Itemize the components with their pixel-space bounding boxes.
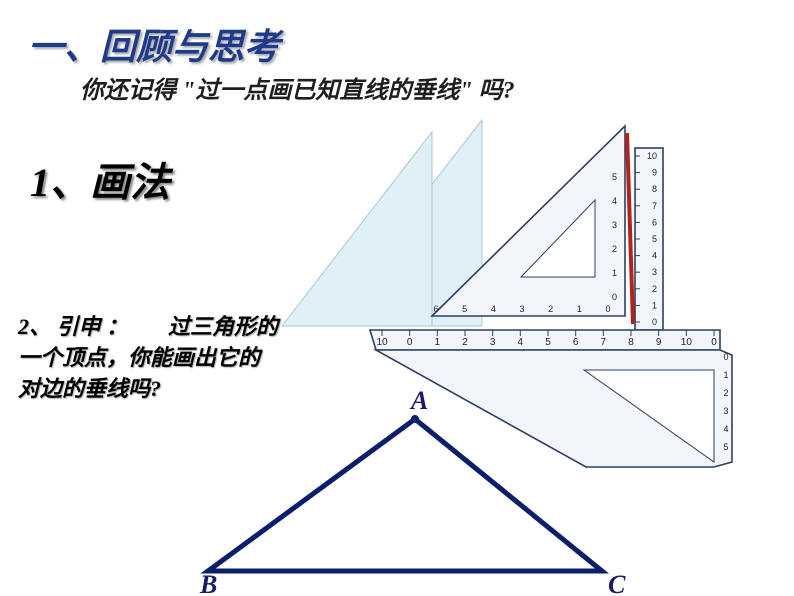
svg-text:2: 2 <box>548 304 553 314</box>
vertex-b-label: B <box>199 570 217 596</box>
svg-text:1: 1 <box>435 337 441 348</box>
vertical-ruler: 109876543210 <box>635 148 663 330</box>
svg-text:1: 1 <box>577 304 582 314</box>
svg-text:4: 4 <box>518 337 524 348</box>
svg-text:5: 5 <box>462 304 467 314</box>
svg-text:1: 1 <box>652 300 657 310</box>
svg-text:0: 0 <box>652 317 657 327</box>
svg-text:10: 10 <box>376 337 388 348</box>
svg-text:3: 3 <box>612 220 617 230</box>
svg-text:9: 9 <box>656 337 662 348</box>
svg-text:5: 5 <box>723 442 728 452</box>
svg-text:1: 1 <box>723 370 728 380</box>
svg-text:9: 9 <box>652 168 657 178</box>
svg-text:2: 2 <box>462 337 468 348</box>
diagram-stage: 6543210 012345 109876543210 100123456789… <box>0 0 794 596</box>
svg-text:0: 0 <box>612 292 617 302</box>
svg-text:2: 2 <box>612 244 617 254</box>
svg-text:4: 4 <box>723 424 728 434</box>
vertex-a-dot <box>411 415 419 423</box>
svg-text:8: 8 <box>628 337 634 348</box>
svg-text:3: 3 <box>723 406 728 416</box>
svg-text:0: 0 <box>723 352 728 362</box>
svg-text:8: 8 <box>652 184 657 194</box>
svg-text:4: 4 <box>612 196 617 206</box>
setsquare-ghost-2 <box>282 132 432 326</box>
svg-text:5: 5 <box>652 234 657 244</box>
svg-text:10: 10 <box>681 337 693 348</box>
svg-text:0: 0 <box>407 337 413 348</box>
svg-text:4: 4 <box>652 251 657 261</box>
svg-text:0: 0 <box>605 304 610 314</box>
svg-text:3: 3 <box>519 304 524 314</box>
vertex-c-label: C <box>608 570 626 596</box>
svg-text:0: 0 <box>711 337 717 348</box>
svg-text:10: 10 <box>647 151 657 161</box>
svg-text:1: 1 <box>612 268 617 278</box>
svg-text:7: 7 <box>652 201 657 211</box>
red-perpendicular-line <box>627 133 633 324</box>
svg-text:6: 6 <box>573 337 579 348</box>
svg-text:2: 2 <box>723 388 728 398</box>
svg-text:7: 7 <box>601 337 607 348</box>
svg-text:6: 6 <box>433 304 438 314</box>
svg-text:2: 2 <box>652 284 657 294</box>
svg-text:4: 4 <box>491 304 496 314</box>
svg-text:3: 3 <box>652 267 657 277</box>
vertex-a-label: A <box>409 386 428 415</box>
svg-text:6: 6 <box>652 217 657 227</box>
svg-text:3: 3 <box>490 337 496 348</box>
svg-text:5: 5 <box>612 172 617 182</box>
svg-text:5: 5 <box>545 337 551 348</box>
